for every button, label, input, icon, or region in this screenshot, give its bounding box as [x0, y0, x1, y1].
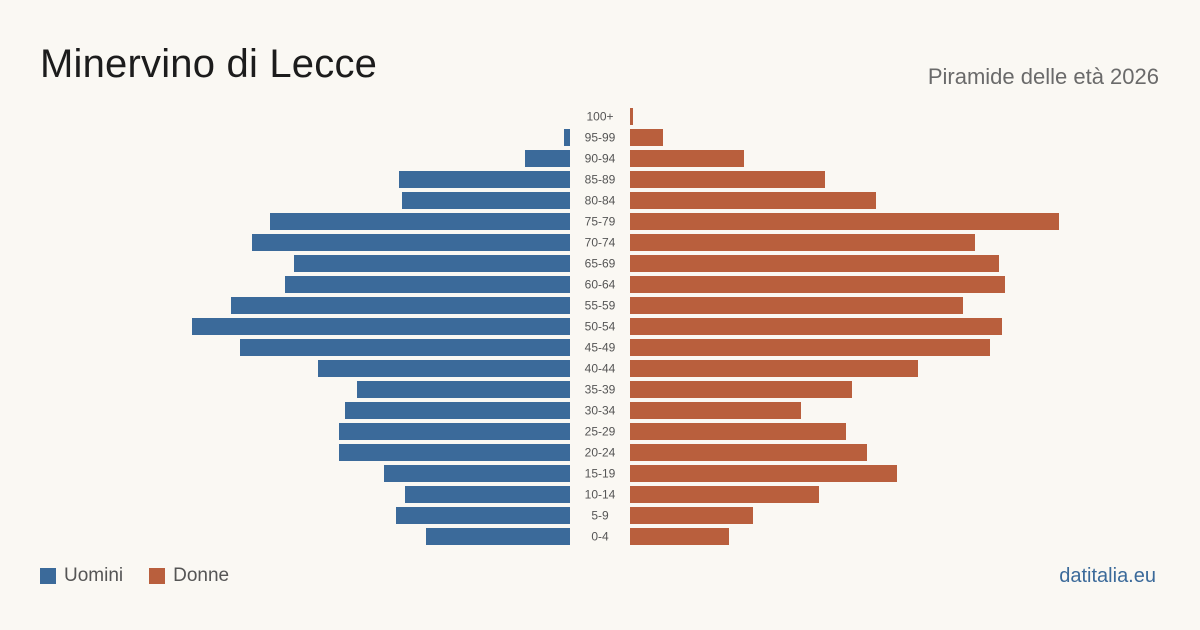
- bar-men-60-64: [285, 276, 570, 293]
- legend-label-men: Uomini: [64, 565, 124, 586]
- bar-men-85-89: [399, 171, 570, 188]
- age-label-30-34: 30-34: [585, 404, 616, 418]
- bar-women-85-89: [630, 171, 825, 188]
- legend-swatch-women: [149, 568, 166, 584]
- bar-women-10-14: [630, 486, 819, 503]
- age-label-0-4: 0-4: [591, 530, 609, 544]
- age-label-25-29: 25-29: [585, 425, 616, 439]
- age-label-100+: 100+: [586, 110, 613, 124]
- bar-men-90-94: [525, 150, 570, 167]
- bar-women-65-69: [630, 255, 999, 272]
- bar-men-50-54: [192, 318, 570, 335]
- legend-swatch-men: [40, 568, 56, 584]
- bar-women-25-29: [630, 423, 846, 440]
- bar-women-15-19: [630, 465, 897, 482]
- bar-women-55-59: [630, 297, 963, 314]
- age-label-45-49: 45-49: [585, 341, 616, 355]
- age-label-80-84: 80-84: [585, 194, 616, 208]
- bar-women-35-39: [630, 381, 852, 398]
- brand-link[interactable]: datitalia.eu: [1059, 565, 1156, 587]
- age-label-65-69: 65-69: [585, 257, 616, 271]
- bar-women-70-74: [630, 234, 975, 251]
- legend-item-women: Donne: [149, 565, 229, 587]
- chart-legend: Uomini Donne: [40, 565, 255, 587]
- age-label-60-64: 60-64: [585, 278, 616, 292]
- bar-men-55-59: [231, 297, 570, 314]
- bar-women-20-24: [630, 444, 867, 461]
- age-label-95-99: 95-99: [585, 131, 616, 145]
- bar-men-40-44: [318, 360, 570, 377]
- age-label-85-89: 85-89: [585, 173, 616, 187]
- bar-men-45-49: [240, 339, 570, 356]
- bar-men-30-34: [345, 402, 570, 419]
- bar-men-35-39: [357, 381, 570, 398]
- bar-women-0-4: [630, 528, 729, 545]
- age-label-75-79: 75-79: [585, 215, 616, 229]
- bar-men-65-69: [294, 255, 570, 272]
- chart-subtitle: Piramide delle età 2026: [927, 64, 1159, 89]
- age-label-35-39: 35-39: [585, 383, 616, 397]
- bar-women-75-79: [630, 213, 1059, 230]
- bar-men-95-99: [564, 129, 570, 146]
- bar-women-5-9: [630, 507, 753, 524]
- bar-women-90-94: [630, 150, 744, 167]
- bar-men-0-4: [426, 528, 570, 545]
- age-label-20-24: 20-24: [585, 446, 616, 460]
- age-label-55-59: 55-59: [585, 299, 616, 313]
- age-label-90-94: 90-94: [585, 152, 616, 166]
- age-label-15-19: 15-19: [585, 467, 616, 481]
- bar-men-25-29: [339, 423, 570, 440]
- bar-men-70-74: [252, 234, 570, 251]
- legend-label-women: Donne: [173, 565, 230, 586]
- bar-women-45-49: [630, 339, 990, 356]
- age-label-50-54: 50-54: [585, 320, 616, 334]
- bar-women-50-54: [630, 318, 1002, 335]
- bar-men-80-84: [402, 192, 570, 209]
- bar-women-30-34: [630, 402, 801, 419]
- age-label-70-74: 70-74: [585, 236, 616, 250]
- bar-men-10-14: [405, 486, 570, 503]
- bar-women-80-84: [630, 192, 876, 209]
- bar-men-5-9: [396, 507, 570, 524]
- bar-men-15-19: [384, 465, 570, 482]
- bar-women-40-44: [630, 360, 918, 377]
- bar-men-75-79: [270, 213, 570, 230]
- bar-women-95-99: [630, 129, 663, 146]
- age-label-40-44: 40-44: [585, 362, 616, 376]
- age-label-10-14: 10-14: [585, 488, 616, 502]
- bar-women-100+: [630, 108, 633, 125]
- bar-women-60-64: [630, 276, 1005, 293]
- chart-title: Minervino di Lecce: [40, 42, 378, 86]
- bar-men-20-24: [339, 444, 570, 461]
- legend-item-men: Uomini: [40, 565, 123, 587]
- age-label-5-9: 5-9: [591, 509, 609, 523]
